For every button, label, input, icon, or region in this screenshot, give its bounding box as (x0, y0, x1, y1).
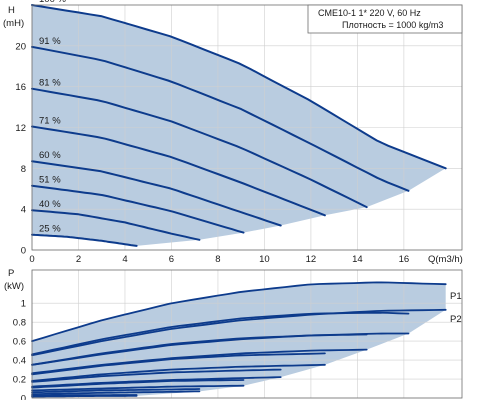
head-tick-label: 0 (21, 246, 26, 257)
power-curve (31, 348, 368, 375)
head-axis-ticks: 0 4 8 12 16 20 (15, 41, 26, 256)
power-curve (31, 311, 410, 356)
head-curve-40-percent (31, 209, 201, 241)
flow-tick-label: 0 (29, 254, 34, 265)
power-tick-label: 0.8 (13, 318, 26, 329)
power-tick-label: 0.6 (13, 337, 26, 348)
head-curve-60-percent (31, 160, 282, 227)
power-curve (31, 390, 201, 396)
head-tick-label: 12 (15, 123, 26, 134)
flow-tick-label: 10 (259, 254, 270, 265)
power-tick-label: 0.2 (13, 375, 26, 386)
speed-label: 91 % (39, 36, 61, 47)
p1-curve-label: P1 (450, 291, 462, 302)
flow-tick-label: 8 (215, 254, 220, 265)
flow-axis-ticks: 0 2 4 6 8 10 12 14 16 (29, 254, 409, 265)
p2-curve-label: P2 (450, 314, 462, 325)
flow-axis-label: Q(m3/h) (428, 254, 463, 265)
power-curves (31, 281, 447, 398)
speed-label: 40 % (39, 199, 61, 210)
head-curve-91-percent (31, 45, 410, 192)
speed-label: 81 % (39, 78, 61, 89)
pump-model-line: CME10-1 1* 220 V, 60 Hz (318, 8, 421, 18)
head-curves: 100 % 91 % 81 % 71 % 60 % 51 % 40 % 25 % (31, 0, 447, 247)
power-curve-p1 (31, 281, 447, 342)
power-curve (31, 379, 245, 389)
flow-tick-label: 16 (399, 254, 410, 265)
power-curve-p2 (31, 308, 447, 357)
power-axis-label: P (8, 268, 14, 279)
info-box: CME10-1 1* 220 V, 60 Hz Плотность = 1000… (307, 4, 463, 34)
info-box-frame (307, 4, 463, 34)
power-tick-label: 0.4 (13, 356, 26, 367)
power-curve (31, 333, 368, 366)
power-tick-label: 0 (21, 394, 26, 400)
speed-label: 51 % (39, 175, 61, 186)
power-plot-frame (31, 269, 463, 399)
head-tick-label: 16 (15, 82, 26, 93)
power-curve (31, 368, 282, 383)
flow-tick-label: 14 (352, 254, 363, 265)
power-curve (31, 388, 201, 394)
flow-tick-label: 2 (76, 254, 81, 265)
head-curve-71-percent (31, 125, 326, 217)
head-operating-region (32, 5, 446, 246)
head-tick-label: 4 (21, 205, 26, 216)
head-curve-81-percent (31, 87, 368, 209)
power-curve (31, 363, 326, 382)
power-curve (31, 352, 326, 376)
speed-label: 100 % (39, 0, 66, 5)
head-curve-51-percent (31, 184, 245, 234)
speed-label: 25 % (39, 224, 61, 235)
head-flow-chart: 100 %91 %81 %71 %60 %51 %40 %25 % 024681… (3, 0, 463, 265)
power-curve (31, 395, 138, 398)
head-plot-frame (31, 4, 463, 251)
head-tick-label: 20 (15, 41, 26, 52)
speed-label: 71 % (39, 116, 61, 127)
power-flow-chart: 0 0.2 0.4 0.6 0.8 1 P (kW) P1 P2 (4, 268, 463, 400)
power-axis-ticks: 0 0.2 0.4 0.6 0.8 1 (13, 299, 26, 400)
power-axis-unit: (kW) (4, 281, 24, 292)
head-axis-label: H (8, 5, 15, 16)
head-tick-label: 8 (21, 164, 26, 175)
power-curve (31, 384, 245, 392)
flow-tick-label: 4 (122, 254, 127, 265)
head-region-area (32, 5, 446, 246)
power-tick-label: 1 (21, 299, 26, 310)
head-curve-100-percent (31, 4, 447, 170)
head-axis-unit: (mH) (3, 18, 24, 29)
speed-label: 60 % (39, 150, 61, 161)
density-line: Плотность = 1000 kg/m3 (342, 20, 443, 30)
head-curve-25-percent (31, 233, 138, 247)
flow-tick-label: 12 (306, 254, 317, 265)
flow-tick-label: 6 (169, 254, 174, 265)
